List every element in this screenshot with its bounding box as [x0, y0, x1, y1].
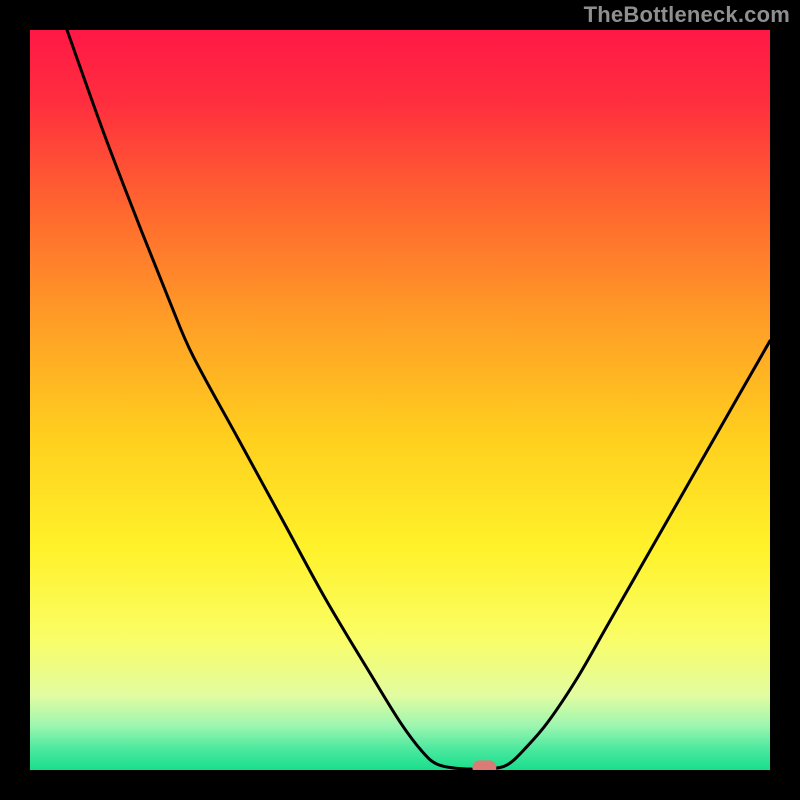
gradient-background — [30, 30, 770, 770]
chart-frame: TheBottleneck.com — [0, 0, 800, 800]
watermark-text: TheBottleneck.com — [584, 2, 790, 28]
plot-area — [30, 30, 770, 770]
optimal-marker — [472, 760, 496, 770]
plot-svg — [30, 30, 770, 770]
